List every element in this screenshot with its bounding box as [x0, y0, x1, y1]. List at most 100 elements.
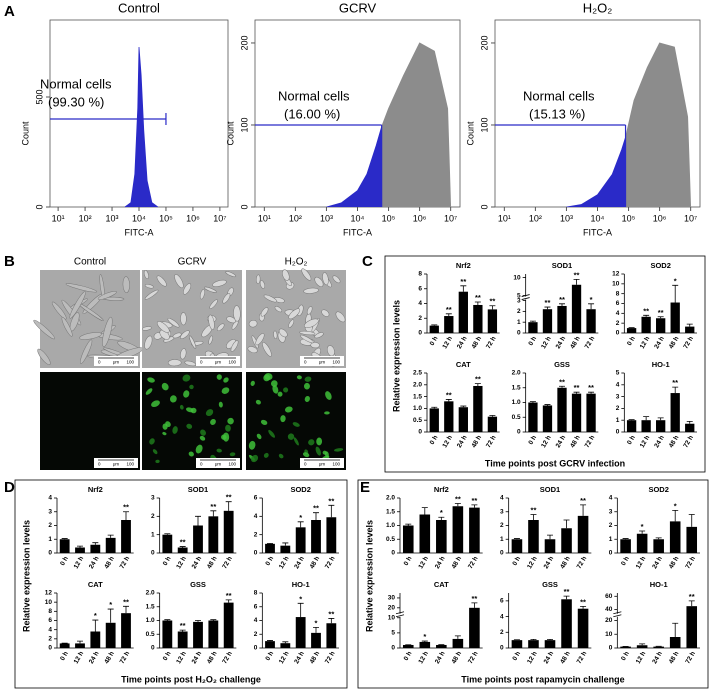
x-tick-label: 0 h	[429, 434, 440, 446]
error-bar	[225, 599, 232, 603]
y-tick-label: 2	[254, 531, 258, 538]
scale-bar-label: 0	[304, 462, 307, 467]
micrograph: 0 μm 100	[246, 372, 346, 470]
error-bar	[179, 629, 186, 632]
cell-shape	[314, 276, 324, 287]
error-bar	[544, 306, 551, 310]
bar	[557, 387, 567, 432]
y-tick-label: 0	[48, 550, 52, 557]
y-tick-label: 8	[48, 608, 52, 615]
cell-fluorescence	[152, 449, 158, 455]
y-tick-label: 1.5	[413, 393, 422, 400]
cell-shape	[301, 268, 312, 281]
y-tick-label: 4	[500, 613, 504, 620]
error-bar	[530, 514, 537, 520]
error-bar	[686, 323, 693, 327]
scale-bar-label: 100	[228, 462, 236, 467]
y-tick-label: 20	[388, 605, 396, 612]
cell-shape	[204, 286, 217, 293]
cell-shape	[288, 308, 301, 320]
cell-fluorescence	[162, 431, 167, 436]
significance-label: **	[226, 493, 232, 502]
significance-label: **	[689, 592, 695, 601]
error-bar	[282, 641, 289, 644]
bar	[295, 617, 306, 648]
error-bar	[474, 383, 481, 386]
cell-shape	[167, 359, 182, 367]
cell-fluorescence	[250, 380, 255, 386]
y-tick-label: 1	[151, 531, 155, 538]
bar	[487, 416, 498, 432]
cell-shape	[79, 332, 102, 340]
y-tick-label: 1	[609, 536, 613, 543]
cell-shape	[199, 289, 205, 300]
x-tick-label: 0 h	[59, 650, 70, 662]
cell-fluorescence	[287, 433, 295, 440]
y-tick-label: 2	[500, 522, 504, 529]
y-tick-label: 1	[500, 536, 504, 543]
axis-break	[522, 296, 529, 300]
chart-title: CAT	[434, 580, 449, 589]
y-tick-label: 0	[479, 204, 489, 209]
significance-label: **	[471, 496, 477, 505]
bar	[685, 326, 695, 333]
significance-label: *	[590, 295, 593, 304]
error-bar	[529, 320, 536, 323]
y-tick-label: 2.5	[413, 370, 422, 377]
x-tick-label: 10³	[106, 213, 119, 223]
significance-label: **	[180, 538, 186, 547]
y-tick-label: 0	[34, 204, 44, 209]
cell-shape	[247, 346, 258, 354]
cell-shape	[259, 280, 266, 289]
cell-fluorescence	[229, 452, 236, 457]
significance-label: **	[328, 609, 334, 618]
bar	[452, 638, 464, 648]
cell-shape	[144, 284, 154, 289]
error-bar	[588, 391, 595, 394]
y-tick-label: 0.5	[413, 417, 422, 424]
micrograph: 0 μm 100	[40, 372, 140, 470]
axis-break	[397, 613, 403, 617]
error-bar	[328, 618, 335, 624]
x-tick-label: 0 h	[626, 434, 637, 446]
bar	[542, 405, 553, 432]
cell-shape	[288, 319, 295, 328]
chart-title: SOD2	[650, 261, 670, 270]
error-bar	[454, 635, 461, 639]
cell-fluorescence	[218, 401, 223, 408]
significance-label: **	[446, 390, 452, 399]
cell-shape	[299, 330, 316, 336]
scale-bar-label: 100	[126, 360, 134, 365]
bar	[402, 525, 414, 553]
bar	[528, 520, 539, 553]
scale-bar-label: μm	[113, 462, 120, 467]
bar	[561, 599, 572, 648]
error-bar	[559, 385, 565, 388]
error-bar	[195, 620, 201, 622]
error-bar	[210, 619, 217, 621]
y-tick-label: 0	[609, 550, 613, 557]
bar	[669, 637, 681, 648]
bar	[473, 385, 483, 432]
y-tick-label: 200	[239, 35, 249, 50]
significance-label: **	[446, 305, 452, 314]
error-bar	[454, 503, 461, 507]
bar	[473, 304, 483, 333]
y-tick-label: 1.5	[512, 384, 521, 391]
cell-shape	[322, 272, 329, 286]
cell-fluorescence	[183, 390, 190, 398]
error-bar	[164, 533, 171, 535]
error-bar	[107, 534, 114, 538]
error-bar	[474, 301, 481, 305]
error-bar	[77, 640, 83, 644]
cell-fluorescence	[293, 437, 299, 446]
y-tick-label: 0	[239, 204, 249, 209]
x-tick-label: 10²	[79, 213, 92, 223]
y-tick-label: 6	[254, 495, 258, 502]
significance-label: **	[559, 295, 565, 304]
y-tick-label: 0	[254, 550, 258, 557]
cell-fluorescence	[271, 380, 278, 387]
cell-shape	[299, 334, 314, 344]
error-bar	[267, 640, 273, 642]
bar	[577, 515, 589, 553]
